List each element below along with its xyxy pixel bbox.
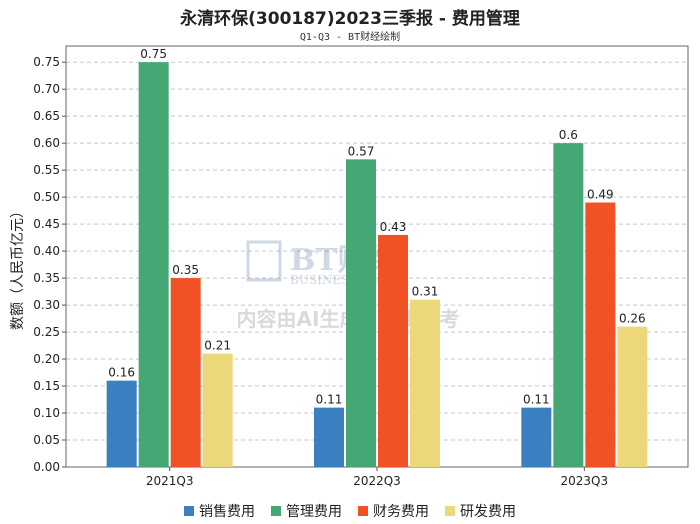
data-label: 0.49 — [587, 188, 614, 202]
bar — [585, 202, 616, 467]
x-tick-label: 2021Q3 — [146, 474, 194, 488]
bar — [314, 407, 344, 467]
data-label: 0.43 — [380, 220, 407, 234]
x-tick-label: 2022Q3 — [353, 474, 401, 488]
y-tick-label: 0.20 — [33, 352, 60, 366]
axes: 0.00 0.05 0.10 0.15 0.20 0.25 0.30 0.35 0.40 0.45… — [33, 45, 689, 488]
legend-swatch — [271, 506, 281, 516]
x-tick-label: 2023Q3 — [561, 474, 609, 488]
legend-item: 财务费用 — [358, 501, 429, 521]
y-tick-label: 0.40 — [33, 244, 60, 258]
bars — [106, 62, 648, 467]
y-tick-label: 0.65 — [33, 109, 60, 123]
data-label: 0.11 — [523, 393, 550, 407]
legend-item: 销售费用 — [184, 501, 255, 521]
bar — [553, 143, 584, 467]
data-label: 0.6 — [559, 128, 578, 142]
chart-subtitle: Q1-Q3 - BT财经绘制 — [299, 32, 401, 43]
y-tick-label: 0.00 — [33, 460, 60, 474]
data-label: 0.31 — [412, 285, 439, 299]
bar — [378, 234, 408, 467]
y-tick-label: 0.70 — [33, 82, 60, 96]
gridlines — [66, 61, 688, 441]
legend-item: 研发费用 — [445, 501, 516, 521]
bar — [617, 326, 648, 467]
legend: 销售费用 管理费用 财务费用 研发费用 — [0, 501, 700, 521]
y-tick-label: 0.60 — [33, 136, 60, 150]
legend-swatch — [184, 506, 194, 516]
data-label: 0.75 — [140, 47, 167, 61]
y-axis-label: 数额（人民币亿元） — [10, 204, 26, 330]
y-tick-label: 0.15 — [33, 379, 60, 393]
y-tick-label: 0.45 — [33, 217, 60, 231]
legend-label: 财务费用 — [373, 504, 429, 520]
data-label: 0.21 — [204, 339, 231, 353]
bar — [202, 353, 233, 467]
y-tick-label: 0.35 — [33, 271, 60, 285]
legend-label: 销售费用 — [199, 504, 255, 520]
y-tick-label: 0.55 — [33, 163, 60, 177]
data-label: 0.35 — [172, 263, 199, 277]
y-tick-label: 0.25 — [33, 325, 60, 339]
watermark-logo-mark — [246, 240, 282, 282]
data-label: 0.57 — [348, 144, 375, 158]
data-label: 0.11 — [316, 393, 343, 407]
legend-swatch — [358, 506, 368, 516]
bar — [106, 380, 137, 467]
bar — [410, 299, 440, 467]
y-tick-label: 0.05 — [33, 433, 60, 447]
data-label: 0.26 — [619, 312, 646, 326]
y-tick-label: 0.50 — [33, 190, 60, 204]
bar — [521, 407, 552, 467]
legend-label: 管理费用 — [286, 504, 342, 520]
y-tick-label: 0.10 — [33, 406, 60, 420]
bar — [346, 159, 376, 467]
y-tick-label: 0.30 — [33, 298, 60, 312]
bar — [170, 278, 201, 467]
legend-item: 管理费用 — [271, 501, 342, 521]
y-tick-label: 0.75 — [33, 55, 60, 69]
data-labels: 0.16 0.75 0.35 0.21 0.11 0.57 0.43 0.31 0.11 0.6 0… — [108, 47, 645, 406]
data-label: 0.16 — [108, 366, 135, 380]
bar — [138, 62, 169, 467]
legend-label: 研发费用 — [460, 504, 516, 520]
legend-swatch — [445, 506, 455, 516]
chart-title: 永清环保(300187)2023三季报 - 费用管理 — [180, 9, 520, 29]
